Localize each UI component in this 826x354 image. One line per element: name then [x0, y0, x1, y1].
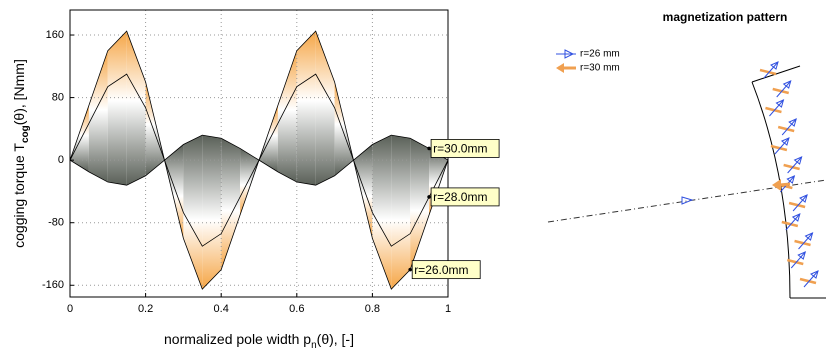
band-segment — [145, 81, 165, 176]
orange-arrow — [799, 277, 817, 285]
blue-arrowhead — [775, 99, 785, 108]
blue-arrow — [787, 156, 803, 174]
blue-arrowhead — [804, 232, 814, 241]
orange-arrow — [788, 201, 806, 209]
orange-arrow — [759, 68, 777, 76]
x-tick-label: 0.8 — [365, 303, 380, 315]
label-anchor — [427, 195, 431, 199]
blue-arrowhead — [786, 175, 796, 184]
series-line — [69, 134, 449, 186]
blue-arrow — [763, 61, 779, 79]
label-box — [430, 187, 500, 207]
legend-label: r=30 mm — [580, 63, 620, 74]
x-axis-label: normalized pole width pn(θ), [-] — [164, 331, 354, 351]
band-segment — [391, 135, 411, 290]
blue-arrowhead — [770, 61, 779, 70]
y-tick-label: 0 — [58, 154, 64, 166]
x-tick-label: 0.4 — [214, 303, 229, 315]
label-part: cog — [20, 125, 31, 143]
y-tick-label: 160 — [46, 29, 64, 41]
legend-swatch — [556, 63, 564, 73]
band-segment — [126, 31, 146, 186]
blue-arrowhead — [797, 251, 807, 260]
blue-arrow — [790, 251, 806, 269]
y-tick-label: -160 — [42, 279, 64, 291]
band-segment — [221, 138, 241, 270]
blue-arrow — [792, 194, 808, 212]
blue-arrowhead — [782, 80, 792, 89]
orange-arrow — [786, 258, 804, 266]
blue-arrowhead — [799, 194, 808, 203]
blue-arrow — [769, 99, 784, 117]
band-segment — [296, 31, 316, 186]
band-segment — [183, 135, 203, 290]
panel-title: magnetization pattern — [663, 10, 788, 24]
axis-marker — [681, 196, 694, 205]
axis-marker — [779, 182, 791, 187]
x-tick-label: 1 — [445, 303, 451, 315]
band-segment — [353, 144, 373, 239]
label-part: normalized pole width p — [164, 331, 311, 347]
label-box — [430, 139, 500, 158]
label-part: (θ), [Nmm] — [11, 59, 27, 125]
x-tick-label: 0.2 — [138, 303, 153, 315]
axis-marker — [772, 179, 781, 191]
label-anchor — [427, 146, 431, 151]
orange-arrow — [781, 220, 799, 228]
blue-arrowhead — [780, 137, 790, 146]
x-tick-label: 0.6 — [289, 303, 304, 315]
band-segment — [334, 81, 354, 176]
blue-arrowhead — [791, 213, 801, 222]
blue-arrowhead — [793, 156, 803, 165]
band-segment — [277, 50, 297, 183]
orange-arrow — [794, 239, 811, 247]
orange-arrow — [765, 106, 782, 114]
label-anchor — [408, 267, 413, 272]
orange-arrow — [777, 125, 795, 133]
orange-arrow — [783, 163, 800, 171]
orange-arrow — [772, 87, 790, 95]
band-segment — [315, 31, 335, 186]
blue-arrowhead — [810, 270, 819, 279]
blue-arrow — [774, 137, 790, 155]
blue-arrow — [803, 270, 819, 288]
orange-arrow — [770, 144, 788, 152]
label-part: (θ), [-] — [317, 331, 354, 347]
blue-arrow — [785, 213, 801, 231]
band-segment — [202, 135, 222, 290]
y-tick-label: 80 — [52, 91, 64, 103]
band-segment — [107, 31, 127, 186]
band-segment — [259, 105, 278, 172]
x-tick-label: 0 — [67, 303, 73, 315]
series-label: r=28.0mm — [433, 190, 487, 204]
band-segment — [70, 105, 89, 172]
blue-arrowhead — [788, 118, 797, 127]
label-part: cogging torque T — [11, 143, 27, 248]
y-tick-label: -80 — [48, 217, 64, 229]
band-segment — [240, 148, 259, 215]
legend-label: r=26 mm — [580, 49, 620, 60]
series-label: r=26.0mm — [414, 263, 468, 277]
label-box — [411, 260, 481, 280]
blue-arrow — [776, 80, 792, 98]
band-segment — [164, 144, 184, 239]
band-segment — [372, 135, 392, 290]
series-label: r=30.0mm — [433, 142, 487, 156]
legend-swatch — [564, 49, 575, 59]
band-segment — [410, 138, 430, 270]
blue-arrow — [781, 118, 797, 136]
band-segment — [88, 50, 108, 183]
y-axis-label: cogging torque Tcog(θ), [Nmm] — [11, 59, 31, 248]
label-part: n — [311, 340, 317, 351]
blue-arrow — [798, 232, 813, 250]
